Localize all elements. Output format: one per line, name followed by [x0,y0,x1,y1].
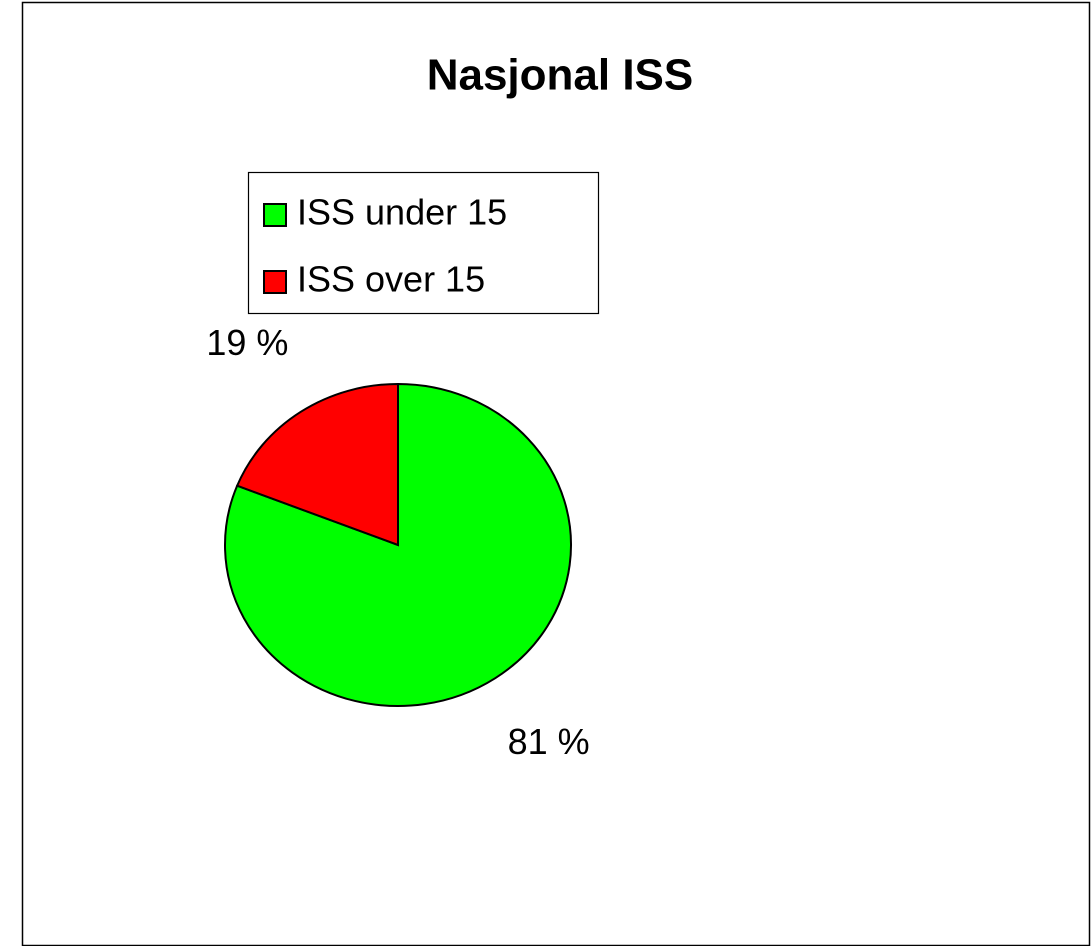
legend-swatch [263,270,287,294]
chart-frame [21,1,1091,946]
pie-slice [235,382,399,547]
legend-box [247,171,600,315]
legend-label: ISS over 15 [297,259,485,300]
data-label: 81 % [508,721,590,762]
data-label: 19 % [206,322,288,363]
legend-swatch [263,203,287,227]
legend-label: ISS under 15 [297,192,507,233]
chart-title: Nasjonal ISS [427,51,694,100]
